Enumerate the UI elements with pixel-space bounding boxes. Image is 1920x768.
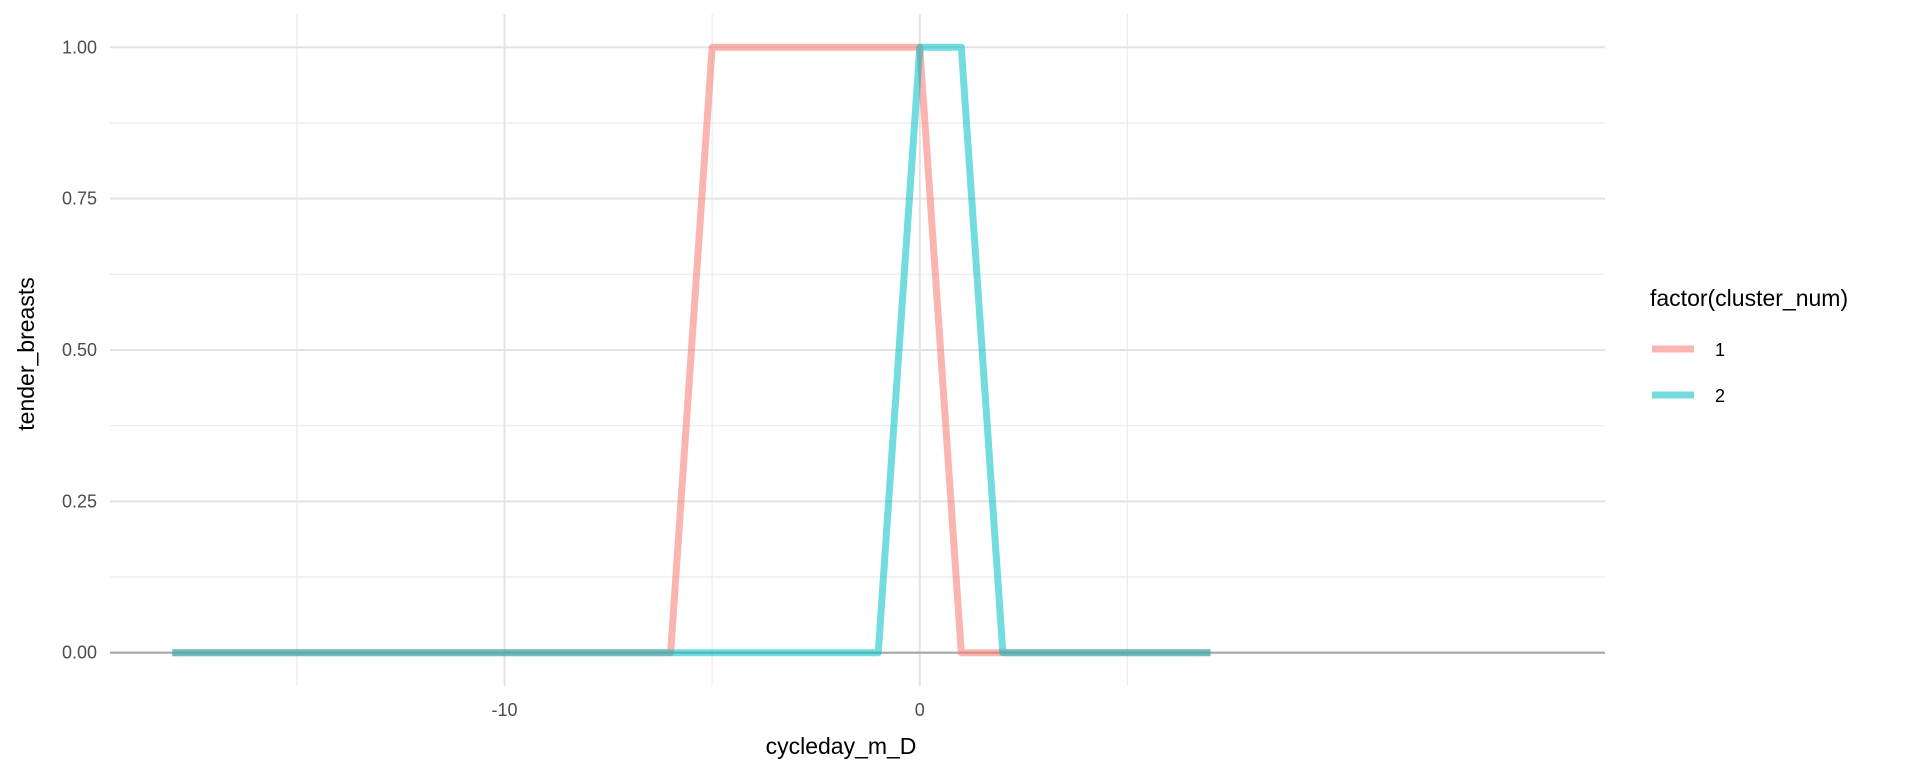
legend: factor(cluster_num) 12 bbox=[1650, 285, 1848, 406]
legend-title: factor(cluster_num) bbox=[1650, 285, 1848, 311]
legend-items: 12 bbox=[1652, 340, 1725, 406]
series-line-2 bbox=[172, 43, 1211, 657]
minor-gridlines bbox=[110, 14, 1605, 686]
y-axis-title: tender_breasts bbox=[13, 277, 39, 430]
x-axis-tick-labels: -10 0 bbox=[492, 700, 925, 720]
x-axis-title: cycleday_m_D bbox=[766, 733, 917, 759]
y-axis-tick-labels: 0.00 0.25 0.50 0.75 1.00 bbox=[62, 37, 97, 662]
y-tick-label: 0.25 bbox=[62, 491, 97, 511]
y-tick-label: 0.00 bbox=[62, 643, 97, 663]
legend-label-2: 2 bbox=[1715, 386, 1725, 406]
y-tick-label: 1.00 bbox=[62, 37, 97, 57]
y-tick-label: 0.50 bbox=[62, 340, 97, 360]
legend-label-1: 1 bbox=[1715, 340, 1725, 360]
x-tick-label: 0 bbox=[915, 700, 925, 720]
x-tick-label: -10 bbox=[492, 700, 518, 720]
major-gridlines bbox=[110, 14, 1605, 686]
series-layer bbox=[172, 43, 1211, 657]
y-tick-label: 0.75 bbox=[62, 189, 97, 209]
